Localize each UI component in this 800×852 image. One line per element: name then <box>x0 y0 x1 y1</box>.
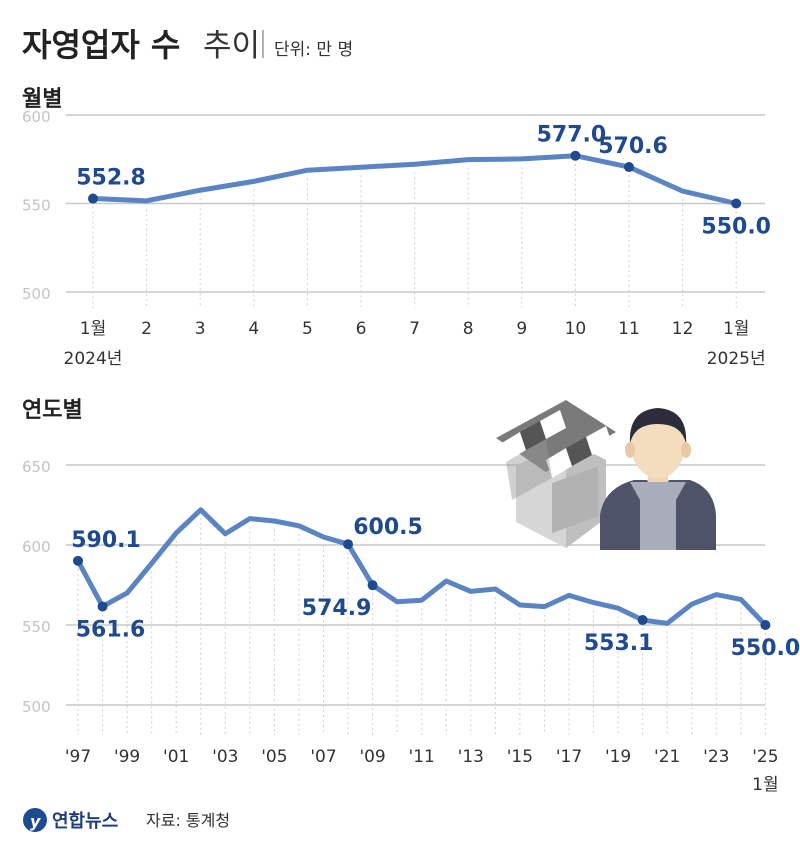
monthly-chart-title: 월별 <box>22 87 62 112</box>
data-point <box>343 539 354 550</box>
x-tick-label: 1월 <box>723 319 749 339</box>
data-label: 570.6 <box>598 134 668 159</box>
x-tick-label: 1월 <box>80 319 106 339</box>
data-point <box>88 193 98 204</box>
x-sublabel: 2025년 <box>707 349 766 369</box>
page-title-suffix: 추이 <box>203 28 260 64</box>
data-label: 574.9 <box>302 596 372 621</box>
x-tick-label: 6 <box>356 319 367 339</box>
illustration <box>496 400 716 550</box>
x-tick-label: '97 <box>65 747 91 767</box>
data-point <box>73 555 83 566</box>
y-tick-label: 650 <box>22 458 51 476</box>
x-tick-label: 3 <box>195 319 206 339</box>
data-point <box>760 620 771 630</box>
x-sublabel: 2024년 <box>64 349 123 369</box>
x-tick-label: '17 <box>556 747 582 767</box>
x-tick-label: '21 <box>654 747 680 767</box>
x-tick-label: 12 <box>672 319 694 339</box>
brand-name: 연합뉴스 <box>52 810 118 832</box>
data-label: 600.5 <box>353 515 423 540</box>
x-tick-label: 5 <box>302 319 313 339</box>
unit-label: 단위: 만 명 <box>274 40 353 60</box>
x-tick-label: '13 <box>458 747 484 767</box>
data-point <box>367 580 378 591</box>
x-tick-label: '11 <box>409 747 435 767</box>
data-point <box>624 162 634 173</box>
data-point <box>570 150 581 161</box>
x-tick-label: '05 <box>261 747 287 767</box>
data-label: 552.8 <box>76 166 146 191</box>
x-tick-label: '03 <box>212 747 238 767</box>
shopkeeper-icon <box>600 408 716 550</box>
x-tick-label: '25 <box>752 747 778 767</box>
x-tick-label: '19 <box>605 747 631 767</box>
x-tick-label: 4 <box>248 319 259 339</box>
series-line <box>90 153 739 206</box>
y-tick-label: 500 <box>22 285 51 303</box>
data-point <box>97 601 108 612</box>
x-tick-label: 2 <box>141 319 152 339</box>
x-tick-label: '23 <box>703 747 729 767</box>
yearly-chart: 650 600 550 500 '97 '99 '01 '03 '05 '07 '09 '11 '13 '… <box>22 458 800 795</box>
source-label: 자료: 통계청 <box>146 811 230 830</box>
x-tick-label: 10 <box>565 319 587 339</box>
page-title: 자영업자 수 <box>22 26 180 64</box>
x-tick-label: '99 <box>114 747 140 767</box>
x-tick-label: 8 <box>463 319 474 339</box>
svg-text:y: y <box>30 812 41 831</box>
data-point <box>637 615 648 626</box>
data-label: 553.1 <box>584 631 654 656</box>
x-tick-label: '07 <box>310 747 336 767</box>
x-tick-label: 7 <box>409 319 420 339</box>
y-tick-label: 600 <box>22 108 51 126</box>
data-point <box>731 198 742 209</box>
x-tick-label: '09 <box>359 747 385 767</box>
data-label: 561.6 <box>76 617 146 642</box>
x-tick-label: 9 <box>516 319 527 339</box>
x-tick-label: '01 <box>163 747 189 767</box>
yearly-chart-title: 연도별 <box>22 398 83 423</box>
data-label: 550.0 <box>701 215 771 240</box>
x-sublabel: 1월 <box>752 775 778 795</box>
data-label: 590.1 <box>71 528 141 553</box>
series-line <box>75 507 768 628</box>
y-tick-label: 550 <box>22 618 51 636</box>
y-tick-label: 550 <box>22 197 51 215</box>
yonhap-logo: y <box>23 808 47 832</box>
data-label: 577.0 <box>537 123 607 148</box>
y-tick-label: 500 <box>22 698 51 716</box>
store-icon <box>496 400 616 548</box>
x-tick-label: '15 <box>507 747 533 767</box>
x-tick-label: 11 <box>618 319 640 339</box>
y-tick-label: 600 <box>22 538 51 556</box>
monthly-chart: 600 550 500 1월 2 3 4 5 6 7 8 9 10 11 12 1월 2024년 2025년 552… <box>22 108 771 369</box>
data-label: 550.0 <box>731 636 800 661</box>
